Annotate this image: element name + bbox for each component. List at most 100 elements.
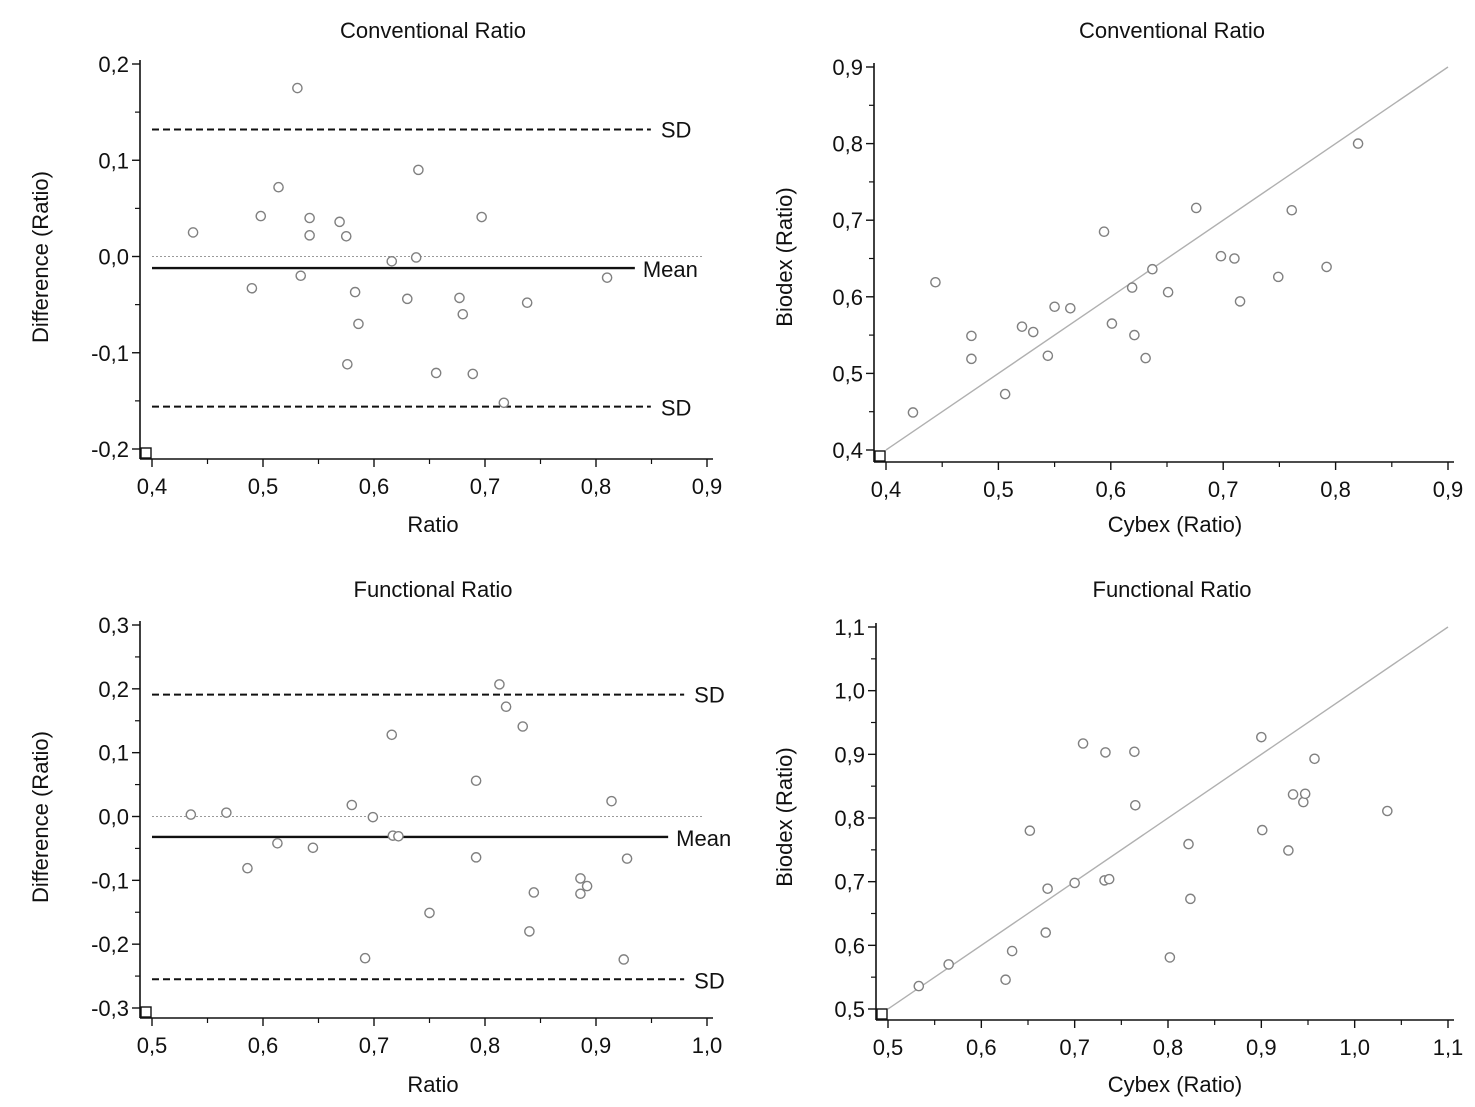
x-tick-label: 0,8 (1320, 477, 1351, 502)
sd-upper-label: SD (694, 683, 725, 708)
y-axis-label: Biodex (Ratio) (772, 747, 797, 886)
data-point (521, 297, 533, 309)
data-point (517, 721, 529, 732)
data-point (528, 887, 540, 898)
data-point (273, 181, 284, 193)
data-point (1065, 302, 1076, 314)
data-point (342, 358, 353, 370)
data-point (913, 980, 925, 992)
x-tick-label: 0,7 (359, 1033, 390, 1058)
y-tick-label: 0,2 (98, 52, 129, 77)
data-point (1016, 321, 1028, 332)
y-tick-label: 1,1 (834, 615, 865, 640)
data-point (606, 795, 617, 807)
data-point (430, 367, 442, 379)
identity-line (885, 66, 1449, 451)
x-tick-label: 0,6 (248, 1033, 279, 1058)
data-point (500, 701, 512, 713)
y-tick-label: 0,5 (834, 997, 865, 1022)
data-point (292, 82, 303, 94)
data-point (601, 272, 613, 283)
y-tick-label: -0,1 (91, 341, 129, 366)
data-point (410, 252, 422, 263)
data-point (272, 838, 283, 849)
y-tick-label: 0,3 (98, 613, 129, 638)
data-point (1069, 877, 1080, 889)
x-axis-label: Ratio (407, 512, 458, 537)
data-point (1229, 253, 1240, 264)
sd-lower-label: SD (661, 396, 692, 421)
data-point (295, 270, 307, 282)
mean-line-label: Mean (643, 257, 698, 282)
data-point (185, 809, 197, 820)
data-point (1098, 226, 1110, 237)
x-tick-label: 0,6 (966, 1035, 997, 1060)
y-axis-label: Biodex (Ratio) (772, 187, 797, 326)
panel-title: Conventional Ratio (340, 18, 526, 43)
axis-corner-box (874, 450, 886, 462)
y-axis-label: Difference (Ratio) (28, 171, 53, 343)
x-tick-label: 0,7 (1208, 477, 1239, 502)
panel-title: Functional Ratio (1093, 577, 1252, 602)
data-point (454, 292, 465, 304)
x-tick-label: 0,9 (581, 1033, 612, 1058)
x-axis-label: Cybex (Ratio) (1108, 512, 1242, 537)
data-point (424, 907, 435, 919)
y-tick-label: -0,2 (91, 932, 129, 957)
data-point (1100, 747, 1111, 758)
data-point (1256, 731, 1267, 743)
panel-functional-bland-altman: Functional Ratio Ratio Difference (Ratio… (28, 577, 731, 1097)
data-point (393, 830, 404, 842)
data-point (386, 256, 398, 267)
data-point (498, 397, 510, 409)
data-point (353, 318, 364, 330)
data-point (242, 862, 253, 874)
y-tick-label: 0,9 (834, 742, 865, 767)
data-point (1286, 204, 1298, 216)
data-point (221, 807, 232, 818)
panel-conventional-agreement: Conventional Ratio Cybex (Ratio) Biodex … (772, 18, 1463, 537)
data-point (581, 880, 593, 892)
y-tick-label: -0,2 (91, 437, 129, 462)
data-point (966, 353, 977, 365)
data-point (1352, 138, 1364, 149)
x-tick-label: 0,9 (1246, 1035, 1277, 1060)
data-point (359, 952, 371, 964)
x-tick-label: 1,0 (1339, 1035, 1370, 1060)
y-tick-label: 0,4 (832, 438, 863, 463)
x-tick-label: 0,5 (983, 477, 1014, 502)
y-tick-label: 0,6 (832, 285, 863, 310)
sd-upper-label: SD (661, 117, 692, 142)
x-tick-label: 0,5 (248, 474, 279, 499)
data-point (999, 388, 1011, 400)
data-point (1040, 927, 1052, 938)
data-point (524, 926, 535, 937)
data-point (575, 888, 586, 900)
y-tick-label: 0,2 (98, 677, 129, 702)
data-point (255, 210, 267, 222)
data-point (1272, 271, 1284, 283)
data-point (1215, 250, 1227, 262)
data-point (1234, 296, 1246, 307)
data-point (413, 164, 424, 176)
data-point (1321, 261, 1332, 273)
y-tick-label: 0,8 (832, 132, 863, 157)
data-point (1130, 799, 1141, 811)
data-point (575, 873, 586, 884)
data-point (1164, 952, 1176, 963)
panel-title: Functional Ratio (354, 577, 513, 602)
y-axis-label: Difference (Ratio) (28, 731, 53, 903)
data-point (1042, 883, 1053, 894)
y-tick-label: 0,0 (98, 805, 129, 830)
x-tick-label: 0,6 (1096, 477, 1127, 502)
sd-lower-label: SD (694, 968, 725, 993)
data-point (1103, 873, 1115, 885)
x-tick-label: 0,4 (137, 474, 168, 499)
data-point (943, 959, 954, 970)
data-point (907, 407, 919, 418)
data-point (1190, 202, 1202, 214)
y-tick-label: 0,0 (98, 245, 129, 270)
y-tick-label: 0,7 (832, 208, 863, 233)
x-tick-label: 1,0 (692, 1033, 723, 1058)
